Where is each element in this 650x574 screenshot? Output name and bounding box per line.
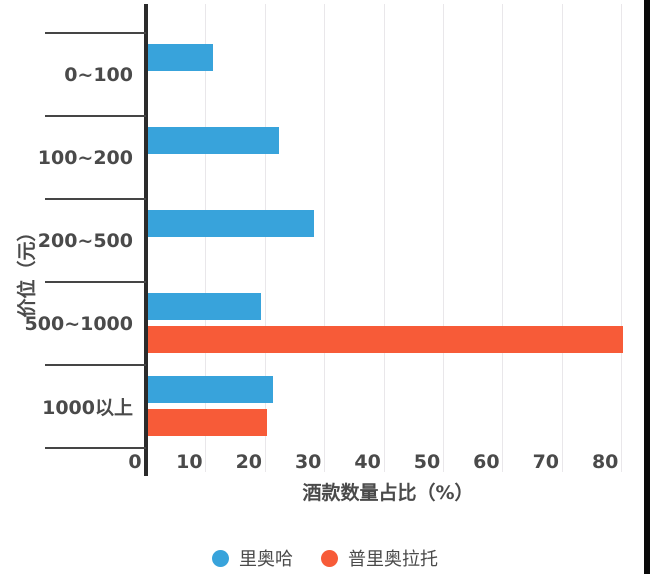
legend-dot-rioja [212,549,229,567]
category-tick-line [45,364,146,366]
x-tick-label: 10 [176,451,203,473]
x-tick-label: 30 [294,451,322,473]
x-tick-label: 40 [354,451,381,473]
y-axis-title: 价位（元） [16,222,38,318]
x-tick-label: 50 [413,451,441,473]
bar-rioja [148,293,261,320]
gridline [383,4,385,472]
category-label: 200~500 [37,229,133,252]
x-tick-label: 0 [128,451,142,473]
gridline [502,4,504,472]
legend-label: 里奥哈 [239,549,293,570]
category-label: 1000以上 [42,397,133,419]
gridline [205,4,207,472]
bar-rioja [148,44,214,71]
category-tick-line [45,281,146,283]
category-tick-line [45,115,146,117]
bar-priorat [148,326,624,353]
category-label: 100~200 [37,146,133,169]
gridline [443,4,444,472]
gridline [264,4,266,472]
x-tick-label: 20 [235,451,263,473]
gridline [561,4,563,472]
y-axis-line [144,4,148,476]
category-tick-line [45,447,146,449]
legend-dot-priorat [321,549,338,567]
bar-rioja [148,376,273,403]
gridline [621,4,623,472]
bar-rioja [148,210,315,237]
bar-rioja [148,127,279,154]
bar-priorat [148,409,267,436]
legend: 里奥哈 普里奥拉托 [0,543,650,573]
legend-label: 普里奥拉托 [348,549,438,570]
x-axis-title: 酒款数量占比（%） [302,482,474,504]
category-label: 500~1000 [24,312,133,335]
legend-item-rioja: 里奥哈 [212,545,293,571]
x-tick-label: 70 [532,451,560,473]
category-label: 0~100 [64,63,133,86]
right-border [644,0,650,574]
category-tick-line [45,198,146,200]
x-tick-label: 60 [473,451,500,473]
category-tick-line [45,32,146,34]
x-tick-label: 80 [591,451,619,473]
legend-item-priorat: 普里奥拉托 [321,545,438,571]
gridline [324,4,326,472]
